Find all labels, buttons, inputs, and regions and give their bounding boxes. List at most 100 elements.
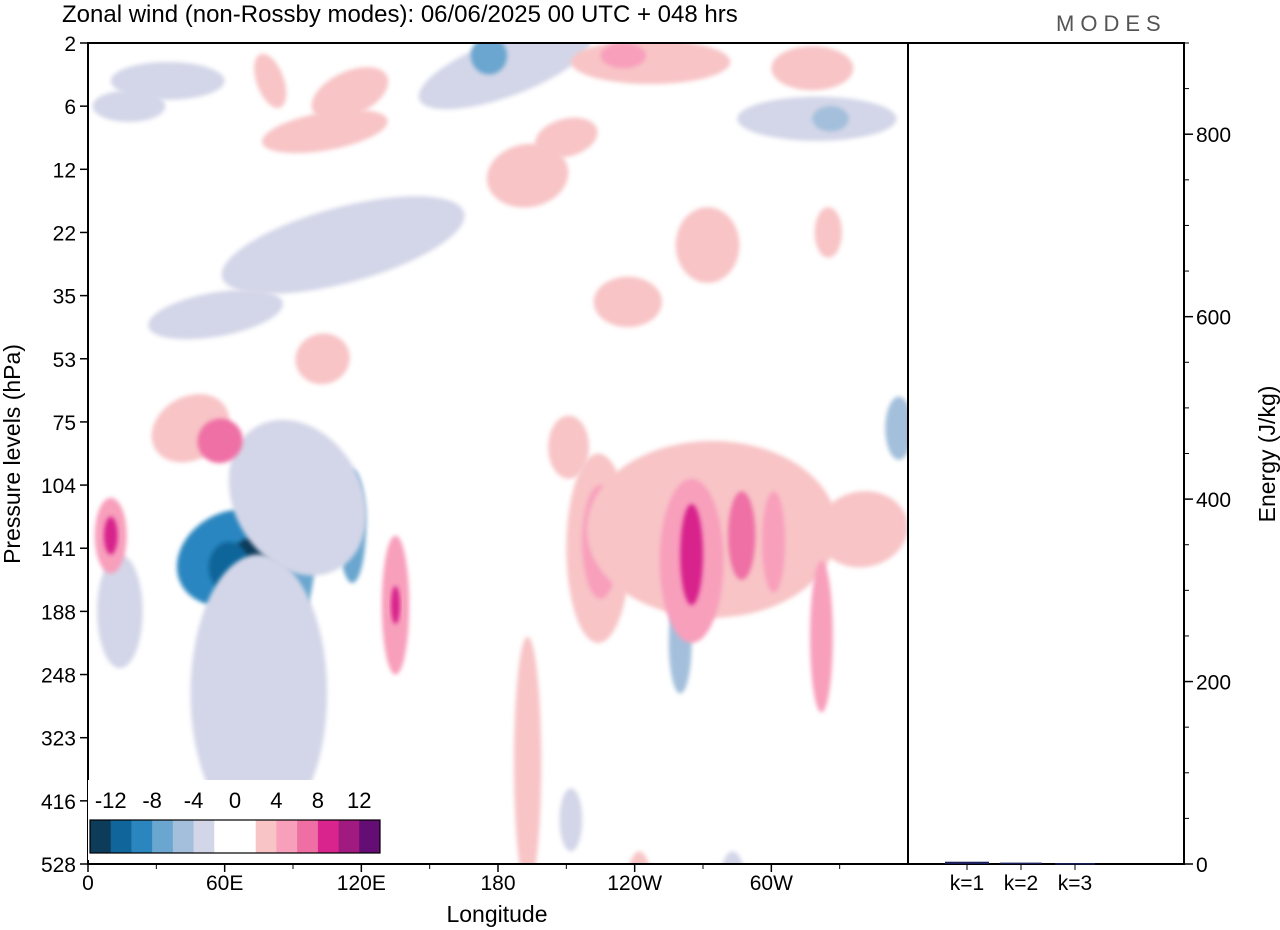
heatmap-anomaly-shape <box>675 207 740 283</box>
heatmap-anomaly <box>470 43 508 75</box>
heatmap-anomaly-shape <box>228 419 367 576</box>
heatmap-anomaly-shape <box>593 276 662 328</box>
energy-tick-label: 200 <box>1196 672 1231 695</box>
heatmap-anomaly-shape <box>570 43 731 85</box>
x-tick-label: 120W <box>607 872 662 895</box>
colorbar-swatch <box>152 820 174 853</box>
heatmap-anomaly-shape <box>885 396 908 460</box>
energy-tick-label: 800 <box>1196 124 1231 147</box>
colorbar-swatch <box>193 820 215 853</box>
colorbar-swatch <box>338 820 360 853</box>
heatmap-anomaly-shape <box>390 586 401 625</box>
heatmap-anomaly <box>261 109 388 154</box>
y-tick-label: 141 <box>41 538 76 561</box>
colorbar-label: 0 <box>229 788 241 813</box>
energy-bar <box>1055 863 1095 865</box>
heatmap-anomaly <box>680 504 703 606</box>
heatmap-anomaly-shape <box>221 196 465 294</box>
heatmap-anomaly-shape <box>559 788 583 852</box>
colorbar-swatch <box>235 820 257 853</box>
heatmap-anomaly-shape <box>470 43 508 75</box>
y-tick-label: 22 <box>53 222 76 245</box>
energy-bars: k=1 k=2 k=3 <box>945 861 1095 895</box>
heatmap-anomaly <box>593 276 662 328</box>
x-axis: 0 60E 120E 180 120W 60W <box>82 864 841 895</box>
energy-category-label: k=1 <box>950 872 984 895</box>
heatmap-anomaly <box>97 554 143 669</box>
colorbar-label: 4 <box>270 788 282 813</box>
heatmap-anomaly-shape <box>295 333 350 385</box>
heatmap-anomaly-shape <box>680 504 703 606</box>
y-tick-label: 2 <box>64 33 76 56</box>
x-tick-label: 120E <box>337 872 386 895</box>
energy-category-label: k=2 <box>1004 872 1038 895</box>
colorbar-swatch <box>276 820 298 853</box>
heatmap-anomaly-shape <box>190 554 328 833</box>
colorbar-swatch <box>110 820 132 853</box>
heatmap-anomaly <box>762 491 785 593</box>
heatmap-field <box>88 43 908 864</box>
heatmap-anomaly <box>110 61 225 100</box>
x-tick-label: 0 <box>82 872 94 895</box>
colorbar-swatch <box>297 820 319 853</box>
heatmap-anomaly <box>570 43 731 85</box>
heatmap-anomaly <box>197 418 243 464</box>
colorbar-label: -4 <box>184 788 204 813</box>
energy-panel-frame <box>907 42 1185 865</box>
y-axis: 2 6 12 22 35 53 75 104 141 188 248 323 416 528 <box>41 33 88 877</box>
chart-title: Zonal wind (non-Rossby modes): 06/06/202… <box>62 1 738 28</box>
x-axis-title: Longitude <box>446 901 547 927</box>
energy-axis-title: Energy (J/kg) <box>1254 386 1280 523</box>
y-tick-label: 53 <box>53 349 76 372</box>
heatmap-anomaly-shape <box>418 43 591 110</box>
heatmap-anomaly-shape <box>810 560 833 713</box>
energy-tick-label: 600 <box>1196 307 1231 330</box>
colorbar-swatch <box>214 820 236 853</box>
colorbar-label: 8 <box>312 788 324 813</box>
colorbar-frame <box>89 819 381 854</box>
colorbar-label: -8 <box>142 788 162 813</box>
heatmap-anomaly-shape <box>535 117 598 158</box>
y-tick-label: 104 <box>41 475 76 498</box>
heatmap-anomaly <box>722 851 743 864</box>
heatmap-anomaly <box>513 636 542 864</box>
colorbar-label: 12 <box>347 788 371 813</box>
colorbar-swatch <box>255 820 277 853</box>
heatmap-anomaly <box>771 46 854 91</box>
heatmap-anomaly-shape <box>486 143 569 208</box>
heatmap-anomaly <box>600 43 647 69</box>
heatmap-anomaly-shape <box>103 516 118 555</box>
heatmap-anomaly-shape <box>812 106 849 132</box>
colorbar-swatch <box>90 820 112 853</box>
energy-axis: 0 200 400 600 800 <box>1184 42 1231 877</box>
heatmap-anomaly-shape <box>197 418 243 464</box>
heatmap-anomaly-shape <box>148 289 283 340</box>
heatmap-anomaly-shape <box>722 851 743 864</box>
heatmap-anomaly <box>254 53 287 109</box>
y-tick-label: 6 <box>64 96 76 119</box>
heatmap-anomaly-shape <box>728 491 756 580</box>
heatmap-anomaly-shape <box>97 554 143 669</box>
colorbar-swatch <box>317 820 340 853</box>
heatmap-anomaly <box>559 788 583 852</box>
y-tick-label: 75 <box>53 412 76 435</box>
heatmap-anomaly-shape <box>817 491 908 568</box>
heatmap-anomaly-shape <box>92 90 166 122</box>
heatmap-anomaly <box>548 415 590 479</box>
energy-bar <box>945 861 989 864</box>
heatmap-anomaly-shape <box>311 67 389 121</box>
energy-tick-label: 0 <box>1196 854 1208 877</box>
y-tick-label: 35 <box>53 286 76 309</box>
heatmap-anomaly-shape <box>548 415 590 479</box>
heatmap-anomaly <box>148 289 283 340</box>
y-tick-label: 416 <box>41 791 76 814</box>
heatmap-anomaly <box>675 207 740 283</box>
x-tick-label: 180 <box>480 872 515 895</box>
heatmap-anomaly <box>103 516 118 555</box>
x-tick-label: 60W <box>750 872 793 895</box>
heatmap-anomaly <box>629 851 649 864</box>
heatmap-anomaly-shape <box>110 61 225 100</box>
heatmap-anomaly <box>190 554 328 833</box>
colorbar-swatch <box>359 820 381 853</box>
